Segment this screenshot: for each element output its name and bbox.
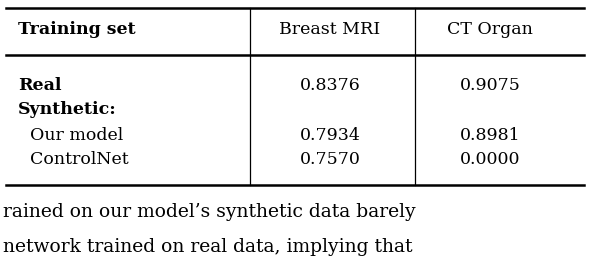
Text: 0.9075: 0.9075: [460, 76, 520, 94]
Text: 0.0000: 0.0000: [460, 152, 520, 168]
Text: Breast MRI: Breast MRI: [280, 21, 381, 39]
Text: network trained on real data, implying that: network trained on real data, implying t…: [3, 238, 412, 256]
Text: 0.7570: 0.7570: [300, 152, 360, 168]
Text: 0.8981: 0.8981: [460, 126, 520, 144]
Text: Synthetic:: Synthetic:: [18, 101, 117, 119]
Text: Our model: Our model: [30, 126, 123, 144]
Text: Training set: Training set: [18, 21, 136, 39]
Text: rained on our model’s synthetic data barely: rained on our model’s synthetic data bar…: [3, 203, 415, 221]
Text: Real: Real: [18, 76, 61, 94]
Text: ControlNet: ControlNet: [30, 152, 129, 168]
Text: CT Organ: CT Organ: [447, 21, 533, 39]
Text: 0.7934: 0.7934: [300, 126, 360, 144]
Text: 0.8376: 0.8376: [300, 76, 360, 94]
